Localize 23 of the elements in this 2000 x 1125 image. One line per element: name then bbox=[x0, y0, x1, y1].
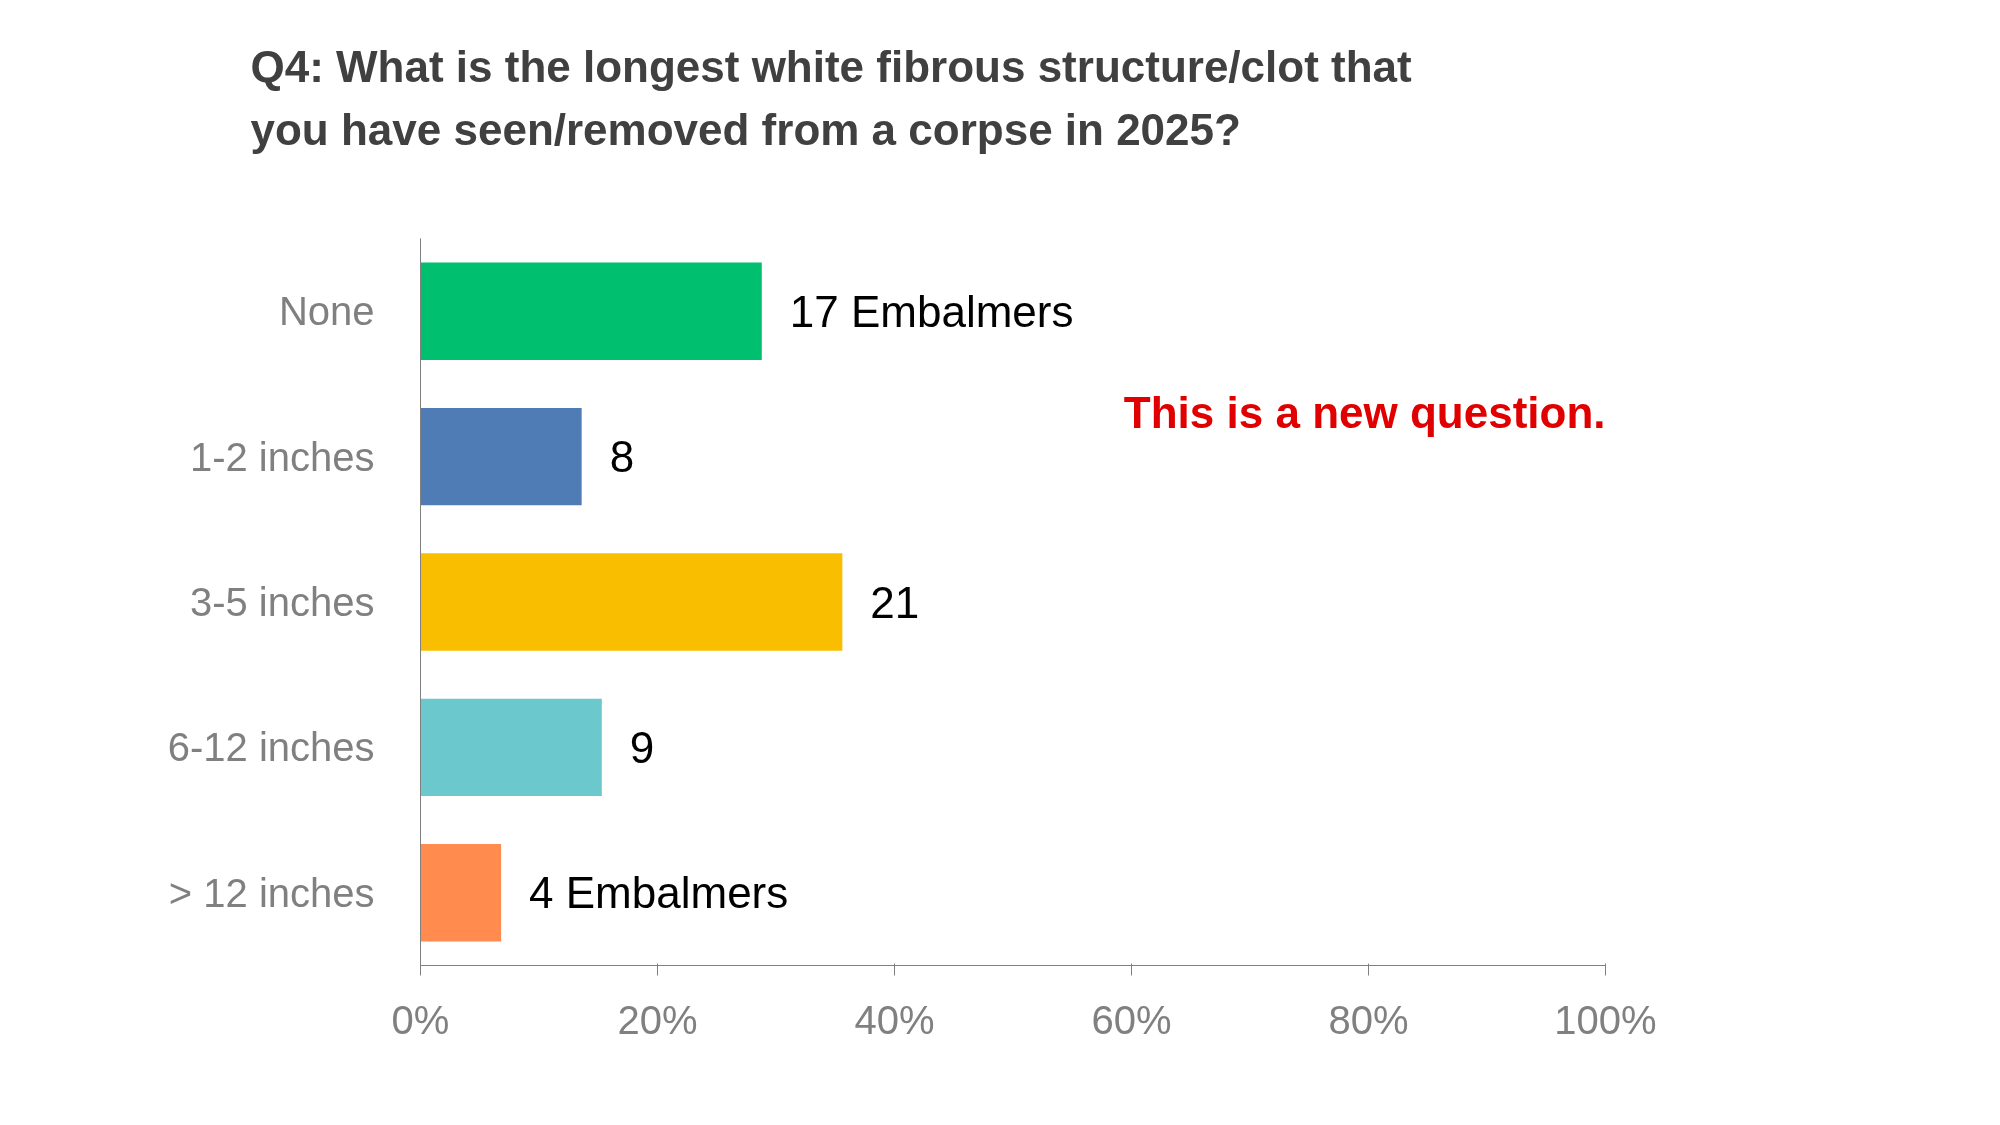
bar bbox=[420, 698, 602, 797]
annotation: This is a new question. bbox=[1123, 388, 1606, 438]
y-tick-label: 1-2 inches bbox=[189, 434, 375, 479]
bar bbox=[420, 553, 843, 651]
x-tick-label: 80% bbox=[1328, 997, 1409, 1042]
annotation: 8 bbox=[609, 432, 635, 482]
x-tick-label: 40% bbox=[854, 997, 935, 1042]
annotation: 9 bbox=[629, 722, 655, 772]
x-tick-label: 60% bbox=[1091, 997, 1172, 1042]
bar bbox=[420, 262, 762, 360]
x-tick-label: 0% bbox=[391, 997, 450, 1042]
x-tick-label: 100% bbox=[1554, 997, 1657, 1042]
bar bbox=[420, 844, 502, 942]
annotation: 17 Embalmers bbox=[789, 286, 1074, 336]
annotation: 4 Embalmers bbox=[529, 868, 789, 918]
chart-title: Q4: What is the longest white fibrous structure/clot that you have seen/removed from a corpse in 2025? bbox=[250, 41, 1413, 155]
y-tick-label: > 12 inches bbox=[168, 870, 375, 915]
y-tick-label: 6-12 inches bbox=[167, 725, 375, 770]
y-tick-label: 3-5 inches bbox=[189, 580, 375, 624]
annotation: 21 bbox=[870, 577, 920, 627]
bar bbox=[420, 407, 582, 506]
x-tick-label: 20% bbox=[617, 997, 698, 1042]
y-tick-label: None bbox=[278, 289, 375, 334]
